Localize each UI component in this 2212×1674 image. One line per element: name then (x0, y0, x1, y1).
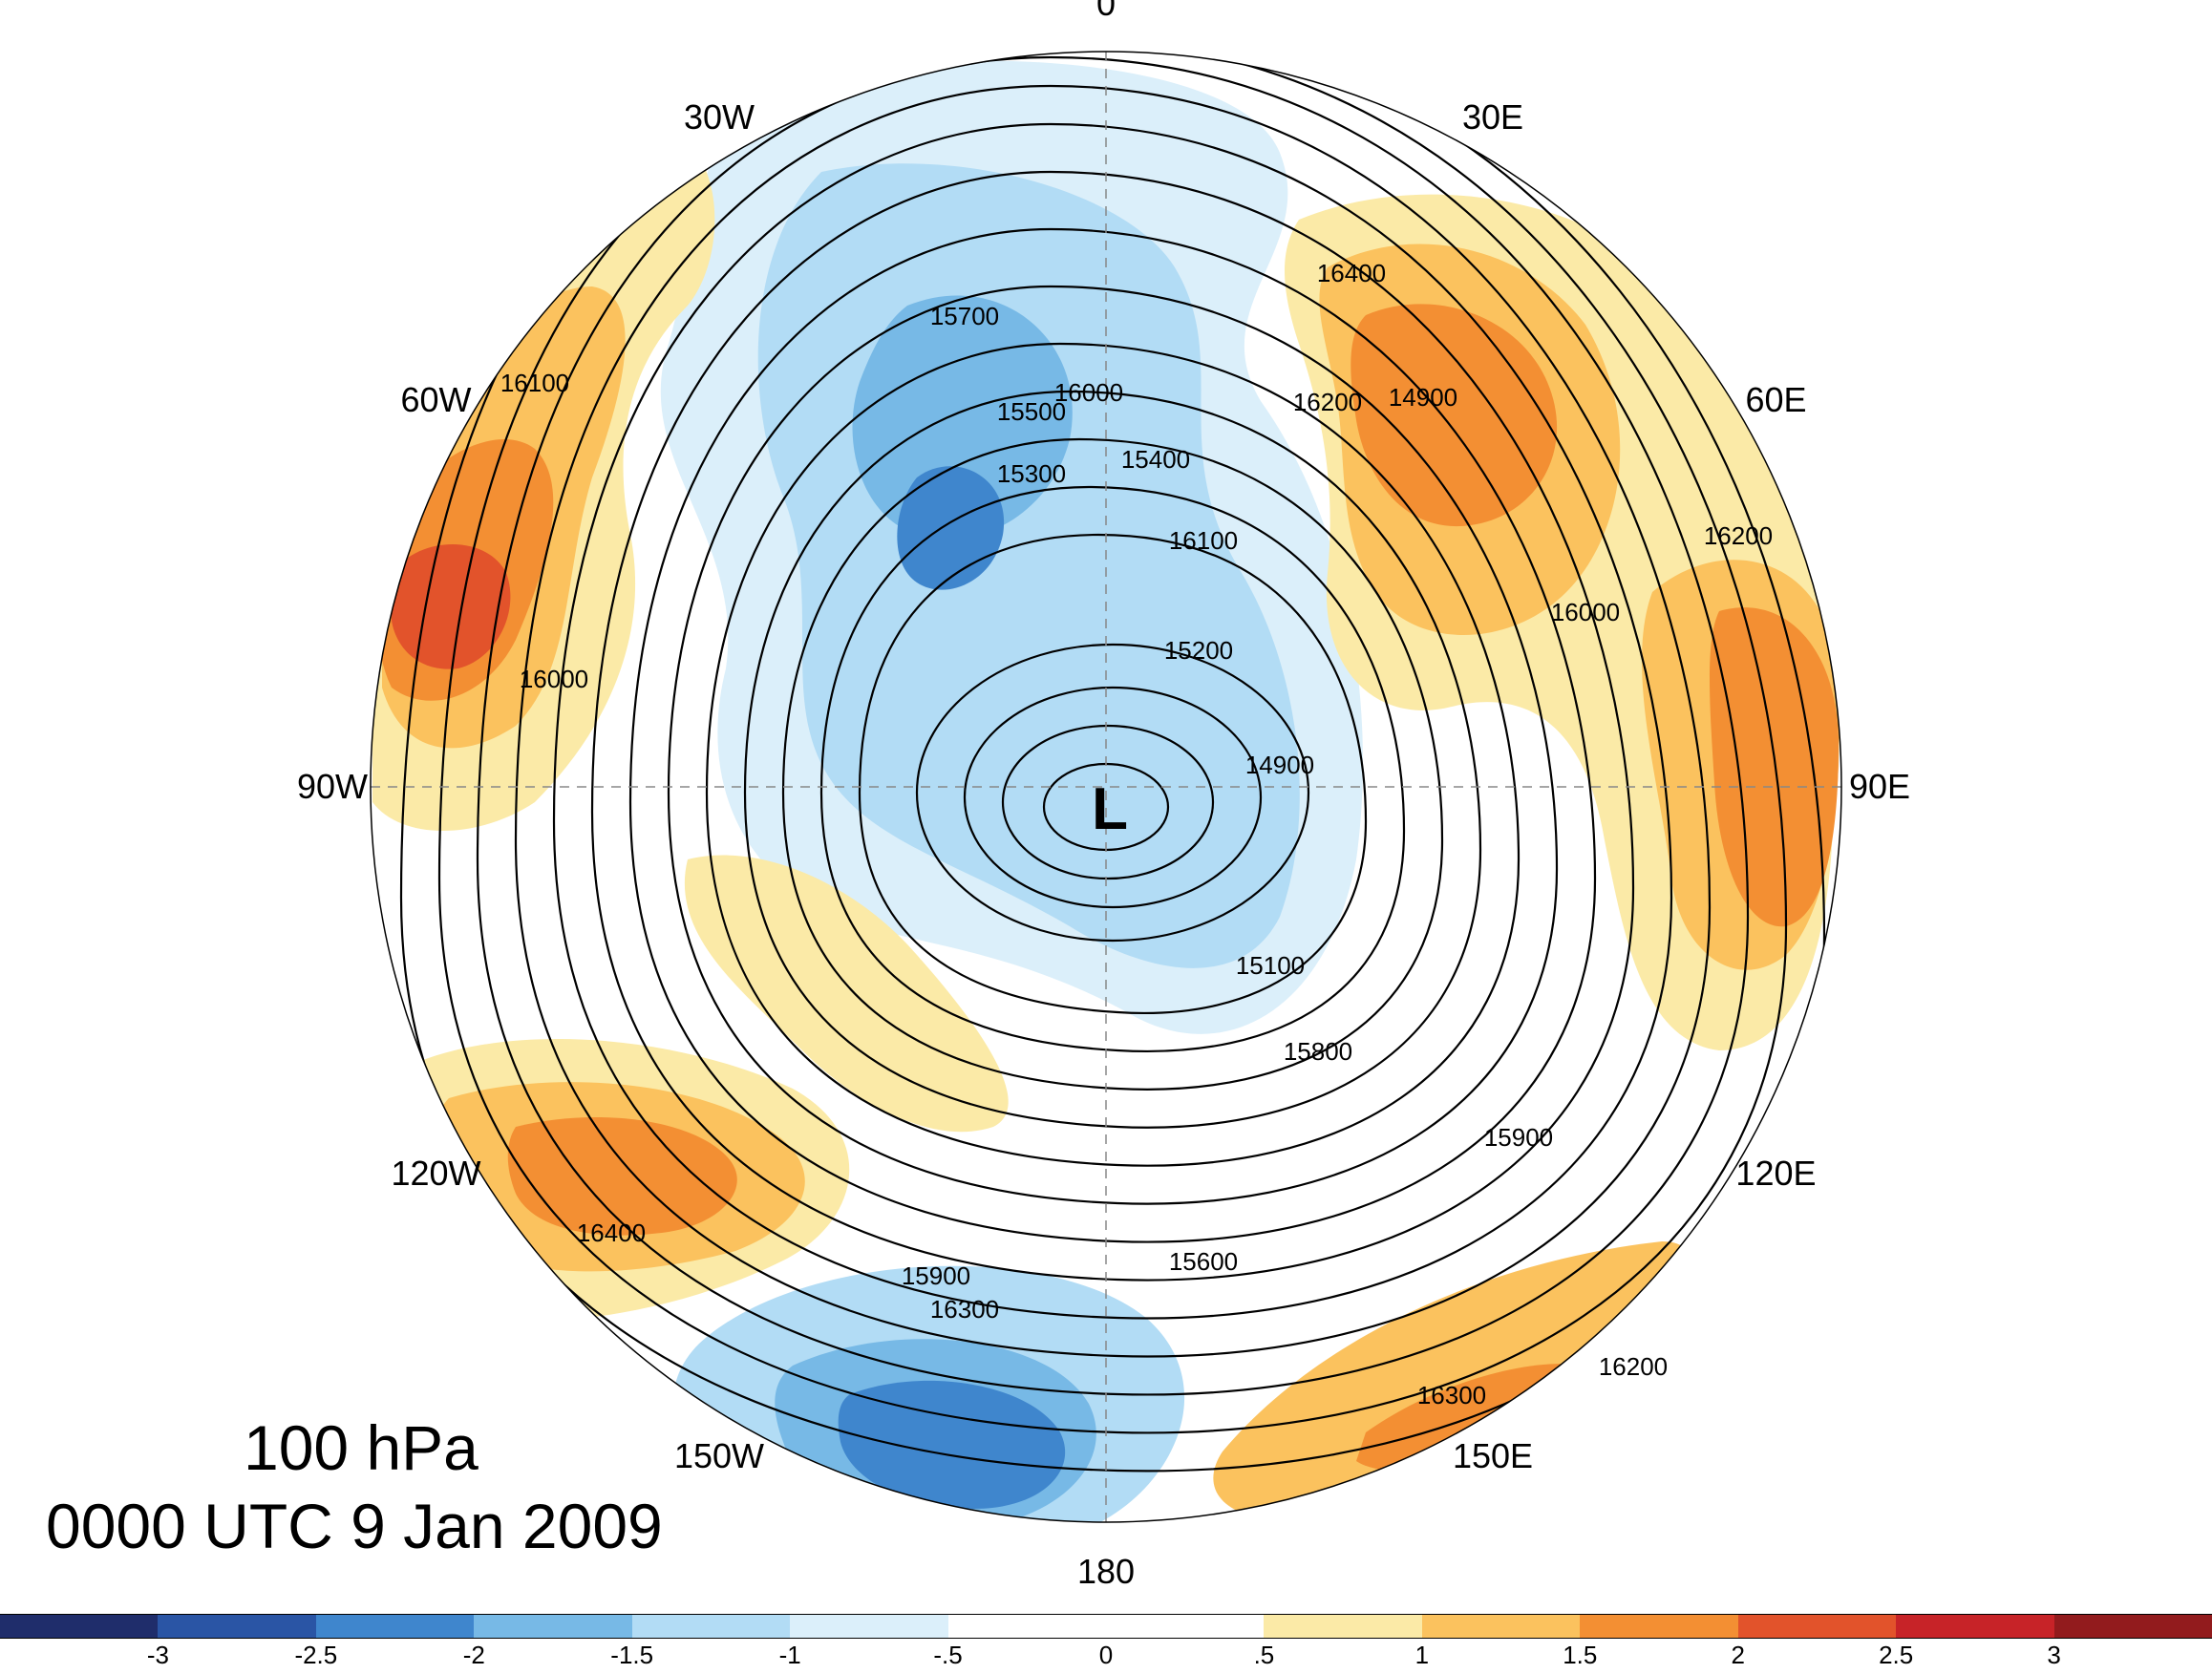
contour-value-label: 15900 (1484, 1123, 1553, 1152)
contour-value-label: 15100 (1236, 951, 1305, 980)
colorbar-swatch (1896, 1614, 2055, 1639)
colorbar-swatch (1421, 1614, 1582, 1639)
colorbar-swatch (1737, 1614, 1898, 1639)
contour-value-label: 16000 (520, 665, 588, 693)
contour-value-label: 16100 (1169, 526, 1238, 555)
lon-label-90e: 90E (1848, 767, 1911, 806)
colorbar-tick-label: 3 (2047, 1641, 2061, 1669)
colorbar-tick-label: -1 (778, 1641, 801, 1669)
colorbar-swatch (947, 1614, 1107, 1639)
colorbar-tick-label: 0 (1098, 1641, 1114, 1669)
contour-value-label: 16000 (1054, 378, 1123, 407)
contour-value-label: 15300 (997, 459, 1066, 488)
contour-value-label: 16200 (1293, 388, 1362, 416)
lon-label-120e: 120E (1735, 1154, 1817, 1193)
colorbar-swatch (315, 1614, 476, 1639)
lon-label-30e: 30E (1461, 96, 1524, 137)
colorbar-tick-label: .5 (1253, 1641, 1275, 1669)
lon-label-120w: 120W (391, 1154, 481, 1193)
colorbar-tick-label: -.5 (933, 1641, 963, 1669)
colorbar-tick-label: -2.5 (294, 1641, 338, 1669)
contour-labels: 14900 15100 15200 15300 15400 15500 15700 16000… (500, 259, 1773, 1409)
contour-value-label: 16200 (1704, 521, 1773, 550)
contour-value-label: 14900 (1389, 383, 1457, 412)
colorbar-tick-label: 1 (1414, 1641, 1430, 1669)
colorbar-swatch (474, 1614, 633, 1639)
colorbar-swatch (1264, 1614, 1423, 1639)
lon-label-150e: 150E (1452, 1436, 1534, 1476)
colorbar-swatch (1580, 1614, 1739, 1639)
map-boundary (370, 51, 1842, 1523)
contour-value-label: 16200 (1599, 1352, 1668, 1381)
contour-value-label: 16000 (1551, 598, 1620, 626)
contour-value-label: 16400 (577, 1218, 646, 1247)
colorbar-swatch (1106, 1614, 1266, 1639)
colorbar-swatch (790, 1614, 949, 1639)
colorbar-tick-label: 2.5 (1879, 1641, 1914, 1669)
lon-label-60e: 60E (1745, 380, 1807, 419)
contour-value-label: 15800 (1284, 1037, 1352, 1066)
contour-value-label: 15700 (930, 302, 999, 330)
contour-value-label: 16300 (930, 1295, 999, 1324)
colorbar-swatch (158, 1614, 317, 1639)
valid-time-label: 0000 UTC 9 Jan 2009 (46, 1491, 663, 1561)
colorbar-swatch (631, 1614, 792, 1639)
contour-value-label: 15200 (1164, 636, 1233, 665)
contour-value-label: 15400 (1121, 445, 1190, 474)
contour-value-label: 16300 (1417, 1381, 1486, 1409)
lon-label-30w: 30W (683, 96, 755, 137)
pressure-level-label: 100 hPa (244, 1412, 479, 1483)
colorbar-swatch (2053, 1614, 2212, 1639)
colorbar-tick-label: 1.5 (1563, 1641, 1598, 1669)
colorbar-tick-label: -2 (462, 1641, 485, 1669)
lon-label-180: 180 (1076, 1552, 1136, 1591)
lon-label-60w: 60W (400, 380, 472, 419)
colorbar-tick-label: -3 (146, 1641, 169, 1669)
low-pressure-label: L (1092, 776, 1128, 842)
contour-value-label: 16400 (1317, 259, 1386, 287)
lon-label-150w: 150W (673, 1436, 765, 1476)
graticule (371, 52, 1841, 1522)
contour-value-label: 15500 (997, 397, 1066, 426)
lon-label-90w: 90W (296, 767, 369, 806)
contour-value-label: 14900 (1245, 751, 1314, 779)
contour-value-label: 16100 (500, 369, 569, 397)
contour-value-label: 15900 (902, 1261, 970, 1290)
colorbar-tick-label: -1.5 (610, 1641, 654, 1669)
contour-value-label: 15600 (1169, 1247, 1238, 1276)
lon-label-0: 0 (1095, 0, 1117, 23)
colorbar-swatch (0, 1614, 160, 1639)
colorbar-tick-label: 2 (1731, 1641, 1745, 1669)
